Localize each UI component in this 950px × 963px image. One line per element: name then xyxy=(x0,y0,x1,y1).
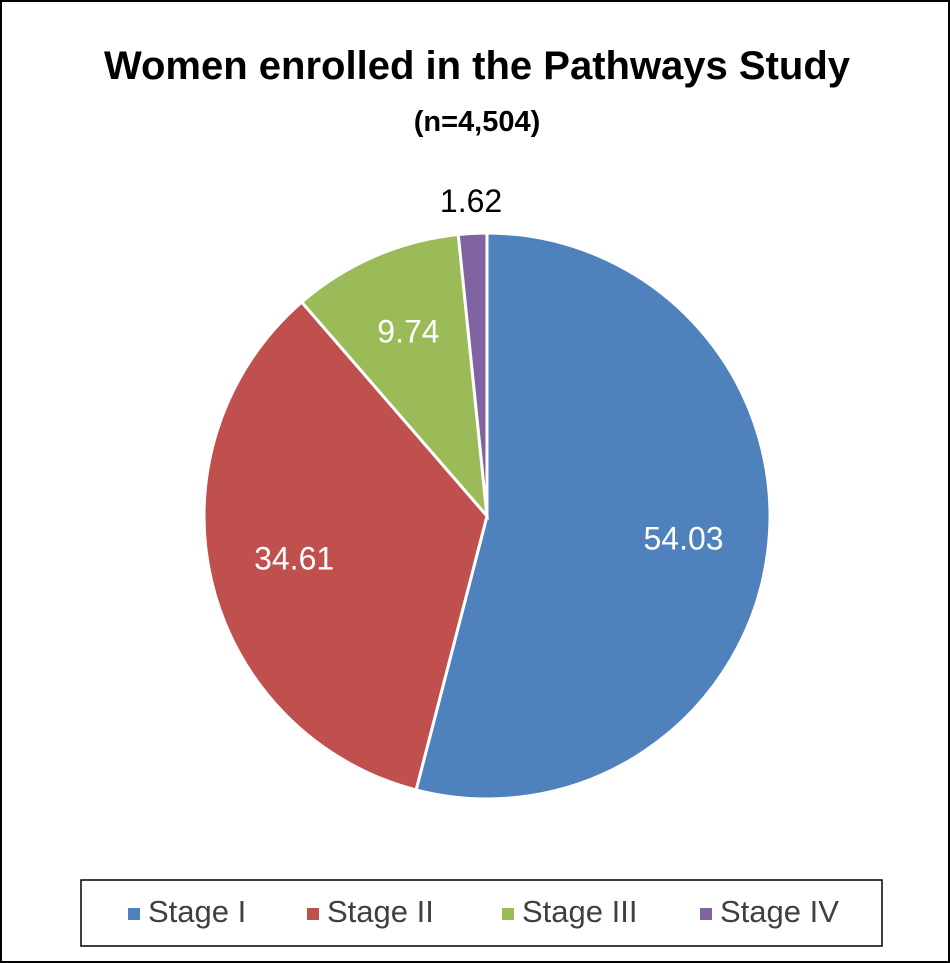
legend-swatch xyxy=(700,908,712,920)
pie-slice xyxy=(414,231,772,801)
legend-label: Stage II xyxy=(327,894,434,929)
chart-title: Women enrolled in the Pathways Study xyxy=(103,44,851,88)
legend-box xyxy=(80,879,883,947)
legend-swatch xyxy=(128,908,140,920)
title-block: Women enrolled in the Pathways Study (n=… xyxy=(97,40,857,148)
data-label: 1.62 xyxy=(440,183,502,219)
pie-slice xyxy=(299,232,489,521)
pie-slice xyxy=(202,299,489,792)
legend-label: Stage I xyxy=(148,894,246,929)
pie-slice xyxy=(456,231,489,517)
data-label: 9.74 xyxy=(377,314,439,350)
legend-swatch xyxy=(307,908,319,920)
legend-label: Stage III xyxy=(522,894,637,929)
data-label: 54.03 xyxy=(643,520,723,556)
chart-subtitle: (n=4,504) xyxy=(413,106,541,138)
legend-label: Stage IV xyxy=(720,894,839,929)
data-label: 34.61 xyxy=(254,541,334,577)
legend-swatch xyxy=(502,908,514,920)
